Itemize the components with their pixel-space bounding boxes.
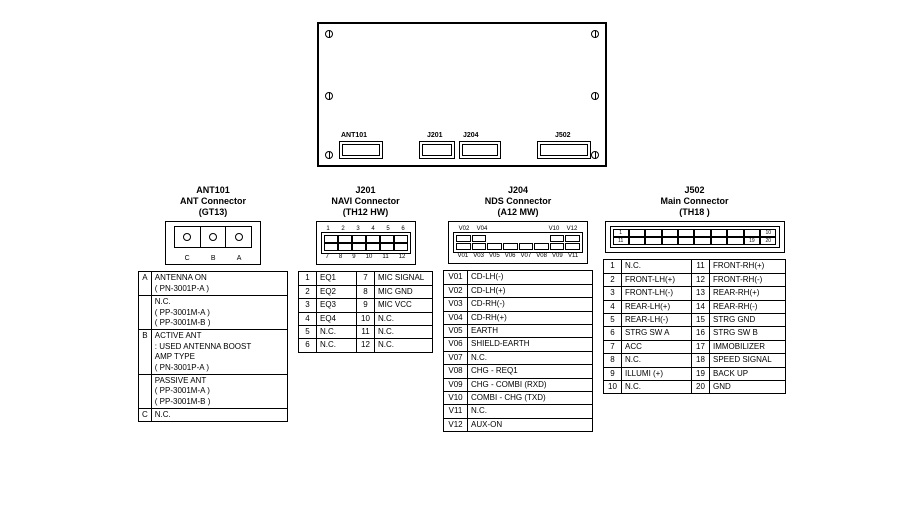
connector-drawing-j204: V02V04V10V12 V01V03V05V06V07V08V09V11 (448, 221, 588, 264)
chassis-port-j204 (459, 141, 501, 159)
hdr-line: J201 (331, 185, 399, 196)
pinout-table-j204: V01CD-LH(-)V02CD-LH(+)V03CD-RH(-)V04CD-R… (443, 270, 593, 432)
hdr-line: (GT13) (180, 207, 246, 218)
hdr-line: (A12 MW) (485, 207, 552, 218)
hdr-line: Main Connector (660, 196, 728, 207)
hdr-line: NAVI Connector (331, 196, 399, 207)
panel-j502: J502 Main Connector (TH18 ) 110 111920 1… (603, 185, 786, 394)
chassis-port-j201 (419, 141, 455, 159)
hdr-line: NDS Connector (485, 196, 552, 207)
chassis-label-ant101: ANT101 (341, 132, 367, 139)
connector-drawing-j201: 123456 789101112 (316, 221, 416, 265)
conn-letter: A (237, 255, 242, 262)
connector-drawing-ant101: C B A (165, 221, 261, 265)
panel-j201: J201 NAVI Connector (TH12 HW) 123456 789… (298, 185, 433, 353)
connector-drawing-j502: 110 111920 (605, 221, 785, 253)
screw-icon (591, 30, 599, 38)
hdr-line: (TH12 HW) (331, 207, 399, 218)
screw-icon (325, 92, 333, 100)
chassis-label-j201: J201 (427, 132, 443, 139)
panel-header: J204 NDS Connector (A12 MW) (485, 185, 552, 217)
screw-icon (325, 30, 333, 38)
panel-header: ANT101 ANT Connector (GT13) (180, 185, 246, 217)
hdr-line: ANT101 (180, 185, 246, 196)
chassis-port-j502 (537, 141, 591, 159)
chassis-port-ant101 (339, 141, 383, 159)
panel-ant101: ANT101 ANT Connector (GT13) C B A (138, 185, 288, 422)
screw-icon (591, 151, 599, 159)
pinout-table-ant101: AANTENNA ON ( PN-3001P-A )N.C. ( PP-3001… (138, 271, 288, 422)
panel-header: J502 Main Connector (TH18 ) (660, 185, 728, 217)
pinout-table-j201: 1EQ12EQ23EQ34EQ45N.C.6N.C. 7MIC SIGNAL8M… (298, 271, 433, 352)
chassis-label-j204: J204 (463, 132, 479, 139)
conn-letter: B (211, 255, 216, 262)
chassis-diagram: ANT101 J201 J204 J502 (317, 22, 607, 167)
screw-icon (325, 151, 333, 159)
panel-header: J201 NAVI Connector (TH12 HW) (331, 185, 399, 217)
hdr-line: ANT Connector (180, 196, 246, 207)
chassis-label-j502: J502 (555, 132, 571, 139)
screw-icon (591, 92, 599, 100)
pinout-table-j502: 1N.C.2FRONT-LH(+)3FRONT-LH(-)4REAR-LH(+)… (603, 259, 786, 394)
panel-j204: J204 NDS Connector (A12 MW) V02V04V10V12… (443, 185, 593, 432)
hdr-line: (TH18 ) (660, 207, 728, 218)
hdr-line: J502 (660, 185, 728, 196)
connector-panels-row: ANT101 ANT Connector (GT13) C B A (10, 185, 914, 432)
conn-letter: C (185, 255, 190, 262)
hdr-line: J204 (485, 185, 552, 196)
